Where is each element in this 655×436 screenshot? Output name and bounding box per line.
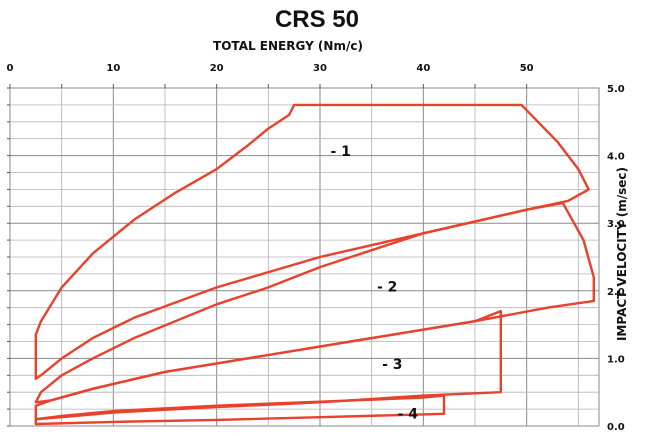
x-axis-title: TOTAL ENERGY (Nm/c): [213, 39, 363, 53]
series-region-3: [34, 309, 502, 421]
grid: [7, 84, 600, 427]
chart-title: CRS 50: [275, 6, 359, 33]
x-tick-label: 20: [210, 63, 224, 74]
tick-labels: 0 10 20 30 40 50 0.0 1.0 2.0 3.0 4.0 5.0: [7, 63, 625, 433]
y-tick-label: 3.0: [607, 219, 625, 230]
y-tick-label: 0.0: [607, 422, 625, 433]
y-tick-label: 2.0: [607, 287, 625, 298]
y-axis-title: IMPACT VELOCITY (m/sec): [615, 167, 629, 341]
series-label-1: - 1: [330, 144, 350, 160]
x-tick-label: 50: [520, 63, 534, 74]
y-tick-label: 5.0: [607, 84, 625, 95]
series-region-4: [34, 394, 446, 426]
series-label-3: - 3: [382, 357, 402, 373]
x-tick-label: 30: [313, 63, 327, 74]
series-region-1: [34, 103, 590, 380]
y-tick-label: 1.0: [607, 354, 625, 365]
x-tick-label: 0: [7, 63, 14, 74]
x-tick-label: 40: [416, 63, 430, 74]
y-tick-label: 4.0: [607, 152, 625, 163]
series-labels: - 1 - 2 - 3 - 4: [330, 144, 418, 422]
series-label-2: - 2: [377, 279, 397, 295]
series-group: [34, 103, 595, 426]
series-label-4: - 4: [398, 407, 419, 423]
x-tick-label: 10: [106, 63, 120, 74]
